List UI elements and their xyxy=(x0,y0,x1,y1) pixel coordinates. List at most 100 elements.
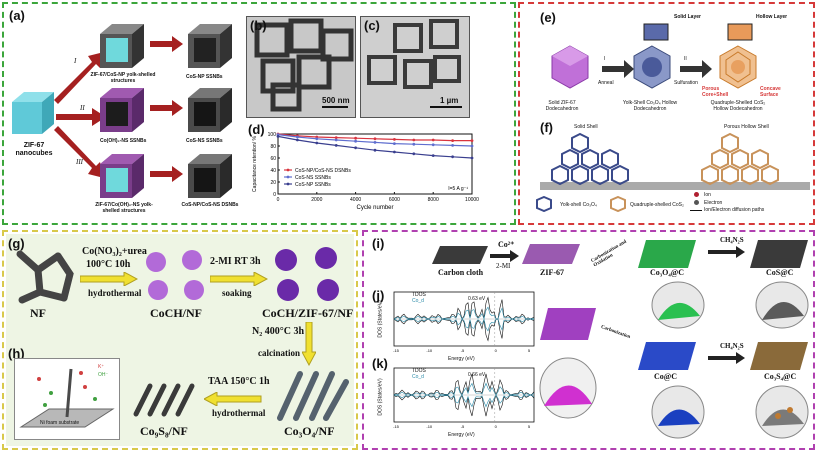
legend-electron: Electron xyxy=(704,200,723,206)
data-point xyxy=(354,146,357,150)
panel-c-label: (c) xyxy=(364,18,380,33)
co3s4c-cloth xyxy=(750,342,808,370)
scale-b: 500 nm xyxy=(322,96,350,105)
legend-ion: Ion xyxy=(704,192,711,198)
y-tick-label: 100 xyxy=(268,132,277,138)
nf-label: NF xyxy=(30,306,46,320)
legend-marker xyxy=(286,168,290,172)
co3s4c-label: Co₃S₄@C xyxy=(764,372,797,381)
cod-up xyxy=(393,306,535,320)
data-point xyxy=(412,138,416,142)
panel-abcd xyxy=(2,2,516,225)
cosc-closeup xyxy=(755,281,809,329)
data-point xyxy=(315,141,319,145)
solid-shell-label: Solid Shell xyxy=(574,124,598,130)
cosc-label: CoS@C xyxy=(766,268,794,277)
ion-dot xyxy=(694,192,699,197)
panel-k-label: (k) xyxy=(372,356,388,371)
panel-ef xyxy=(518,2,815,225)
data-point xyxy=(393,142,396,145)
co3o4c-cloth xyxy=(638,240,696,268)
data-point xyxy=(451,144,454,147)
legend-label: CoS-NP SSNBs xyxy=(295,182,331,188)
legend-quad-icon xyxy=(610,196,626,212)
top-arrow xyxy=(150,36,183,52)
tdos-up xyxy=(393,296,535,320)
zif67-cube-image xyxy=(12,92,54,134)
legend-path: Ion/Electron diffusion paths xyxy=(704,207,765,213)
cond1: Co(NO₃)₂+urea xyxy=(82,246,147,257)
data-point xyxy=(470,144,474,148)
route-ii: II xyxy=(80,104,85,112)
dos-x-tick: 0 xyxy=(495,348,498,353)
data-point xyxy=(354,136,357,140)
data-point xyxy=(354,139,357,143)
coc-cloth xyxy=(638,342,696,370)
legend-yolk: Yolk-shell Co₃O₄ xyxy=(560,202,597,208)
legend-label: CoS-NP/CoS-NS DSNBs xyxy=(295,168,351,174)
legend-marker xyxy=(286,175,290,179)
panel-ijk xyxy=(362,230,815,450)
cochzif-flowers xyxy=(275,247,339,301)
step1-label: Anneal xyxy=(598,80,614,86)
dos-x-tick: -15 xyxy=(393,424,400,429)
route-iii: III xyxy=(76,158,83,166)
k-label: K⁺ xyxy=(98,364,104,370)
co3o4c-closeup xyxy=(651,281,705,329)
panel-d-label: (d) xyxy=(248,122,265,137)
arrow-g3 xyxy=(302,322,316,366)
step2-label: Sulfuration xyxy=(674,80,698,86)
caption-2: Yolk-Shell Co₃O₄ Hollow Dodecahedron xyxy=(622,100,678,112)
plot-frame xyxy=(277,133,473,195)
mid-inter-cube xyxy=(100,88,144,132)
x-tick-label: 10000 xyxy=(465,197,479,203)
zif-closeup xyxy=(539,357,597,419)
dos-x-tick: -10 xyxy=(426,348,433,353)
co2-label: Co²⁺ xyxy=(498,240,515,249)
data-point xyxy=(334,136,338,139)
bot-final-cube xyxy=(188,154,232,198)
arrow-i3 xyxy=(708,352,745,364)
co3s4c-closeup xyxy=(755,385,809,439)
x-tick-label: 8000 xyxy=(428,197,439,203)
hydro1: hydrothermal xyxy=(88,288,142,298)
co3o4-rods xyxy=(277,371,349,421)
y-tick-label: 20 xyxy=(270,180,276,186)
scale-c: 1 µm xyxy=(440,96,459,105)
dos-plot-j: -15 -10 -5 0 5 xyxy=(393,291,535,353)
dos-plot-k: -15 -10 -5 0 5 xyxy=(393,367,535,429)
x-tick-label: 6000 xyxy=(389,197,400,203)
data-point xyxy=(334,144,338,147)
step1-num: I xyxy=(604,56,606,62)
y-axis-label: Capacitance retention/ % xyxy=(252,136,258,192)
top-inter-label: ZIF-67/CoS-NP yolk-shelled structures xyxy=(90,72,156,84)
dos-x-tick: 5 xyxy=(528,424,531,429)
legend-label: CoS-NS SSNBs xyxy=(295,175,331,181)
top-final-label: CoS-NP SSNBs xyxy=(186,74,223,80)
dos-x-tick: -5 xyxy=(461,424,465,429)
arrow-g2 xyxy=(210,272,268,286)
data-point xyxy=(470,156,474,160)
x-axis-label: Cycle number xyxy=(356,205,393,211)
coch-flowers xyxy=(146,250,204,300)
panel-a-label: (a) xyxy=(9,8,25,23)
dos-k-leg1: TDOS xyxy=(412,368,426,374)
carbon-cloth xyxy=(432,246,488,264)
mi-label: 2-MI xyxy=(496,262,511,270)
top-inter-cube xyxy=(100,24,144,68)
dos-j-ylabel: DOS (States/eV) xyxy=(377,300,384,338)
mid-final-label: CoS-NS SSNBs xyxy=(186,138,223,144)
coc-label: Co@C xyxy=(654,372,677,381)
data-point xyxy=(412,142,416,146)
dos-x-tick: -5 xyxy=(461,348,465,353)
dos-x-tick: -15 xyxy=(393,348,400,353)
co9s8-label: Co₉S₈/NF xyxy=(140,424,188,438)
x-tick-label: 0 xyxy=(277,197,280,203)
dos-x-tick: -10 xyxy=(426,424,433,429)
caption-3: Quadruple-Shelled CoS₂ Hollow Dodecahedr… xyxy=(710,100,766,112)
chart-annotation: I=5 A g⁻¹ xyxy=(448,186,468,192)
dos-k-xlabel: Energy (eV) xyxy=(448,432,475,438)
panel-j-label: (j) xyxy=(372,288,385,303)
arrow-g1 xyxy=(80,272,138,286)
zif-label: ZIF-67 xyxy=(540,268,564,277)
